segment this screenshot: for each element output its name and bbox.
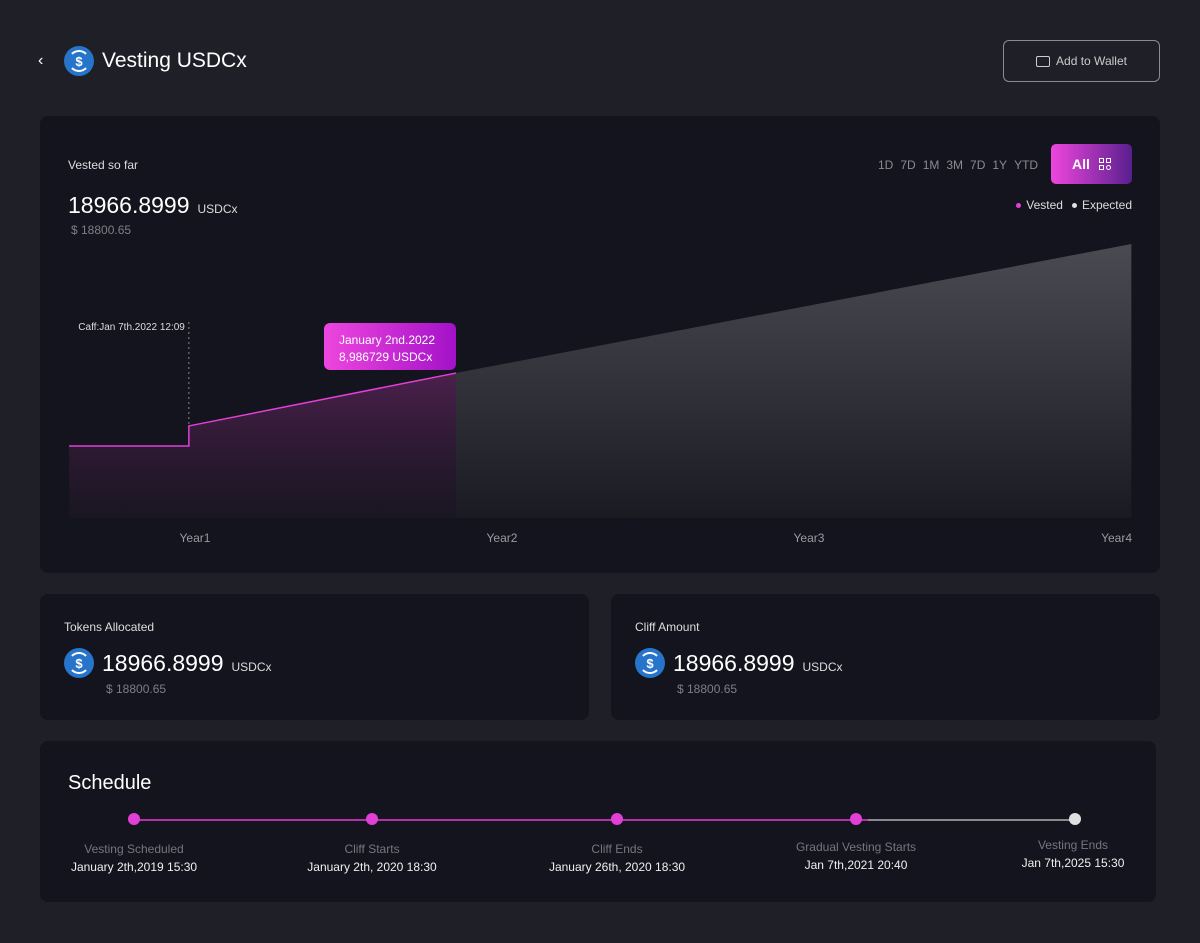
schedule-item-date: January 2th,2019 15:30	[70, 860, 198, 874]
schedule-track	[128, 813, 1081, 825]
cliff-annotation-label: Caff:Jan 7th.2022 12:09	[78, 322, 185, 333]
tab-timeframe[interactable]: 7D	[900, 158, 916, 172]
cliff-amount-card: Cliff Amount $ 18966.8999 USDCx $ 18800.6…	[611, 594, 1160, 720]
tab-timeframe[interactable]: 7D	[970, 158, 986, 172]
tab-all[interactable]: All	[1051, 144, 1132, 184]
tab-timeframe[interactable]: YTD	[1014, 158, 1039, 172]
schedule-card: Schedule Vesting Scheduled January 2th,20…	[40, 741, 1156, 902]
tokens-allocated-usd: $ 18800.65	[106, 682, 167, 696]
vested-amount: 18966.8999	[68, 192, 190, 218]
schedule-dot	[1069, 813, 1081, 825]
add-to-wallet-button[interactable]: Add to Wallet	[1003, 40, 1160, 82]
usdc-coin-icon: $	[64, 648, 94, 678]
wallet-icon	[1036, 55, 1051, 67]
add-to-wallet-label: Add to Wallet	[1056, 54, 1127, 68]
schedule-item-title: Vesting Scheduled	[84, 842, 184, 856]
schedule-item-title: Cliff Starts	[344, 842, 400, 856]
legend-vested: Vested	[1026, 198, 1063, 212]
tab-timeframe[interactable]: 1M	[922, 158, 940, 172]
schedule-item-title: Gradual Vesting Starts	[795, 840, 917, 854]
schedule-dot	[128, 813, 140, 825]
tab-timeframe[interactable]: 1D	[878, 158, 894, 172]
tooltip-date: January 2nd.2022	[338, 333, 436, 347]
chart-card: Vested so far 18966.8999 USDCx $ 18800.6…	[40, 116, 1160, 573]
x-tick-label: Year1	[180, 531, 211, 545]
legend-expected-dot	[1071, 202, 1077, 208]
usdc-coin-icon: $	[635, 648, 665, 678]
legend-vested-dot	[1016, 202, 1022, 208]
cliff-amount-label: Cliff Amount	[635, 620, 700, 634]
x-tick-label: Year2	[487, 531, 518, 545]
schedule-item-date: Jan 7th,2021 20:40	[804, 858, 908, 872]
legend: Vested Expected	[1016, 198, 1132, 212]
vested-line	[69, 372, 457, 447]
page-title: Vesting USDCx	[102, 49, 247, 72]
vested-label: Vested so far	[68, 158, 139, 172]
schedule-item: Cliff Starts January 2th, 2020 18:30	[307, 842, 436, 874]
schedule-dot	[366, 813, 378, 825]
tab-timeframe[interactable]: 3M	[946, 158, 964, 172]
schedule-dot	[611, 813, 623, 825]
schedule-item-title: Cliff Ends	[591, 842, 643, 856]
tokens-allocated-label: Tokens Allocated	[64, 620, 155, 634]
tooltip-value: 8,986729 USDCx	[338, 350, 433, 364]
schedule-item-date: Jan 7th,2025 15:30	[1021, 856, 1125, 870]
schedule-item: Gradual Vesting Starts Jan 7th,2021 20:40	[796, 840, 916, 872]
schedule-item: Cliff Ends January 26th, 2020 18:30	[549, 842, 685, 874]
vested-usd: $ 18800.65	[71, 223, 132, 237]
schedule-item-date: January 26th, 2020 18:30	[548, 860, 686, 874]
timeframe-tabs: 1D 7D 1M 3M 7D 1Y YTD	[878, 158, 1045, 172]
tokens-allocated-card: Tokens Allocated $ 18966.8999 USDCx $ 188…	[40, 594, 589, 720]
chart-tooltip: January 2nd.2022 8,986729 USDCx	[323, 323, 456, 370]
x-tick-label: Year4	[1101, 531, 1132, 545]
schedule-title: Schedule	[68, 772, 152, 794]
legend-expected: Expected	[1081, 198, 1132, 212]
schedule-dot	[850, 813, 862, 825]
tokens-allocated-unit: USDCx	[231, 660, 272, 674]
expected-area	[455, 244, 1132, 518]
schedule-item-date: January 2th, 2020 18:30	[307, 860, 437, 874]
schedule-item-title: Vesting Ends	[1037, 838, 1109, 852]
x-tick-label: Year3	[794, 531, 825, 545]
schedule-item: Vesting Scheduled January 2th,2019 15:30	[71, 842, 197, 874]
vested-unit: USDCx	[197, 202, 238, 216]
schedule-item: Vesting Ends Jan 7th,2025 15:30	[1022, 838, 1125, 870]
grid-icon	[1098, 158, 1111, 170]
tab-timeframe[interactable]: 1Y	[992, 158, 1008, 172]
vesting-chart: Caff:Jan 7th.2022 12:09 Year1 Year2 Year3 Ye…	[69, 244, 1132, 545]
cliff-amount-usd: $ 18800.65	[677, 682, 738, 696]
back-button[interactable]: ‹	[38, 52, 44, 69]
schedule-progress	[134, 819, 868, 821]
cliff-amount-unit: USDCx	[802, 660, 843, 674]
cliff-amount-amount: 18966.8999	[673, 650, 795, 676]
vested-area	[69, 373, 456, 518]
tab-all-label: All	[1072, 156, 1090, 172]
tokens-allocated-amount: 18966.8999	[102, 650, 224, 676]
usdc-coin-icon: $	[64, 46, 94, 76]
